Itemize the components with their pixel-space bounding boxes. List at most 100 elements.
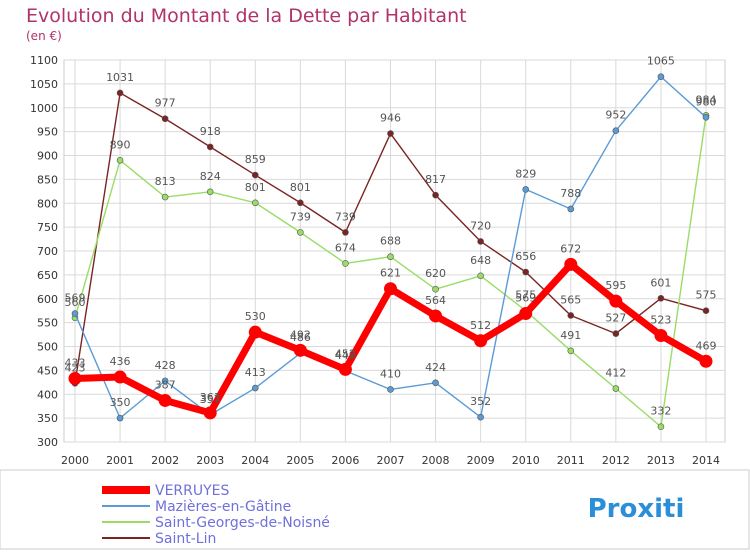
data-point [113,370,127,384]
data-point [116,414,124,422]
data-label: 720 [470,219,491,232]
legend-label: Mazières-en-Gâtine [155,499,291,515]
data-point [203,406,217,420]
y-tick-label: 500 [37,341,58,354]
data-point [158,393,172,407]
data-point [612,385,620,392]
y-tick-label: 750 [37,221,58,234]
data-label: 523 [650,314,671,327]
data-label: 560 [65,296,86,309]
data-point [161,193,169,201]
data-point [251,171,259,179]
data-label: 817 [425,173,446,186]
data-point [251,199,259,207]
data-label: 569 [515,292,536,305]
x-tick-label: 2007 [377,454,405,467]
data-label: 672 [560,242,581,255]
data-point [342,229,349,236]
data-point [702,114,710,121]
chart-title: Evolution du Montant de la Dette par Hab… [26,5,467,27]
data-label: 491 [560,329,581,342]
y-tick-label: 1050 [30,78,58,91]
data-label: 387 [155,378,176,391]
x-tick-label: 2013 [647,454,675,467]
legend-label: Saint-Georges-de-Noisné [155,515,330,531]
y-tick-label: 600 [37,293,58,306]
data-label: 530 [245,310,266,323]
data-label: 452 [335,347,356,360]
x-tick-label: 2006 [331,454,359,467]
chart-subtitle: (en €) [26,29,62,43]
data-label: 428 [155,359,176,372]
data-label: 621 [380,267,401,280]
legend-label: VERRUYES [155,483,230,499]
data-point [297,229,304,236]
data-label: 595 [605,279,626,292]
y-tick-label: 450 [37,364,58,377]
data-point [387,386,394,393]
x-tick-label: 2001 [106,454,134,467]
y-tick-label: 950 [37,126,58,139]
data-point [206,143,214,151]
data-label: 449 [335,349,356,362]
x-tick-label: 2003 [196,454,224,467]
data-point [68,371,82,385]
data-point [567,312,575,319]
data-label: 674 [335,241,356,254]
data-point [384,282,397,296]
data-label: 788 [560,187,581,200]
data-label: 829 [515,167,536,180]
y-tick-label: 350 [37,412,58,425]
data-label: 980 [696,95,717,108]
x-tick-label: 2014 [692,454,720,467]
data-point [251,384,259,392]
y-tick-label: 900 [37,150,58,163]
data-label: 946 [380,112,401,125]
x-tick-label: 2004 [241,454,269,467]
data-point [474,334,488,348]
data-label: 332 [650,405,671,418]
data-label: 575 [515,289,536,302]
data-point [567,205,575,213]
data-point [477,413,484,421]
data-point [477,272,484,280]
y-tick-label: 850 [37,173,58,186]
data-point [338,362,352,376]
data-label: 350 [110,396,131,409]
data-label: 648 [470,254,491,267]
data-point [702,307,710,314]
x-tick-label: 2008 [422,454,450,467]
x-tick-label: 2009 [467,454,495,467]
data-label: 412 [605,367,626,380]
data-label: 424 [425,361,446,374]
data-point [657,423,665,431]
data-labels: 423 1031 977 918 859 801 739 946 817 720 656 565 527… [65,55,717,418]
x-tick-label: 2011 [557,454,585,467]
data-point [432,285,439,293]
y-tick-label: 1000 [30,102,58,115]
data-point [116,89,124,97]
data-label: 469 [696,339,717,352]
data-point [432,191,439,199]
data-point [567,347,575,355]
y-tick-label: 800 [37,197,58,210]
series-layer [68,73,713,431]
data-point [342,260,349,267]
brand-logo: Proxiti [588,494,685,524]
data-point [612,127,620,134]
legend: VERRUYESMazières-en-GâtineSaint-Georges-… [102,483,330,547]
x-tick-label: 2012 [602,454,630,467]
data-label: 824 [200,170,221,183]
data-point [387,130,394,137]
data-label: 952 [605,109,626,122]
data-label: 565 [560,293,581,306]
data-point [387,253,394,261]
x-tick-label: 2000 [61,454,89,467]
data-label: 739 [335,210,356,223]
data-point [519,307,533,321]
data-label: 512 [470,319,491,332]
data-point [293,343,307,357]
data-point [699,354,713,368]
